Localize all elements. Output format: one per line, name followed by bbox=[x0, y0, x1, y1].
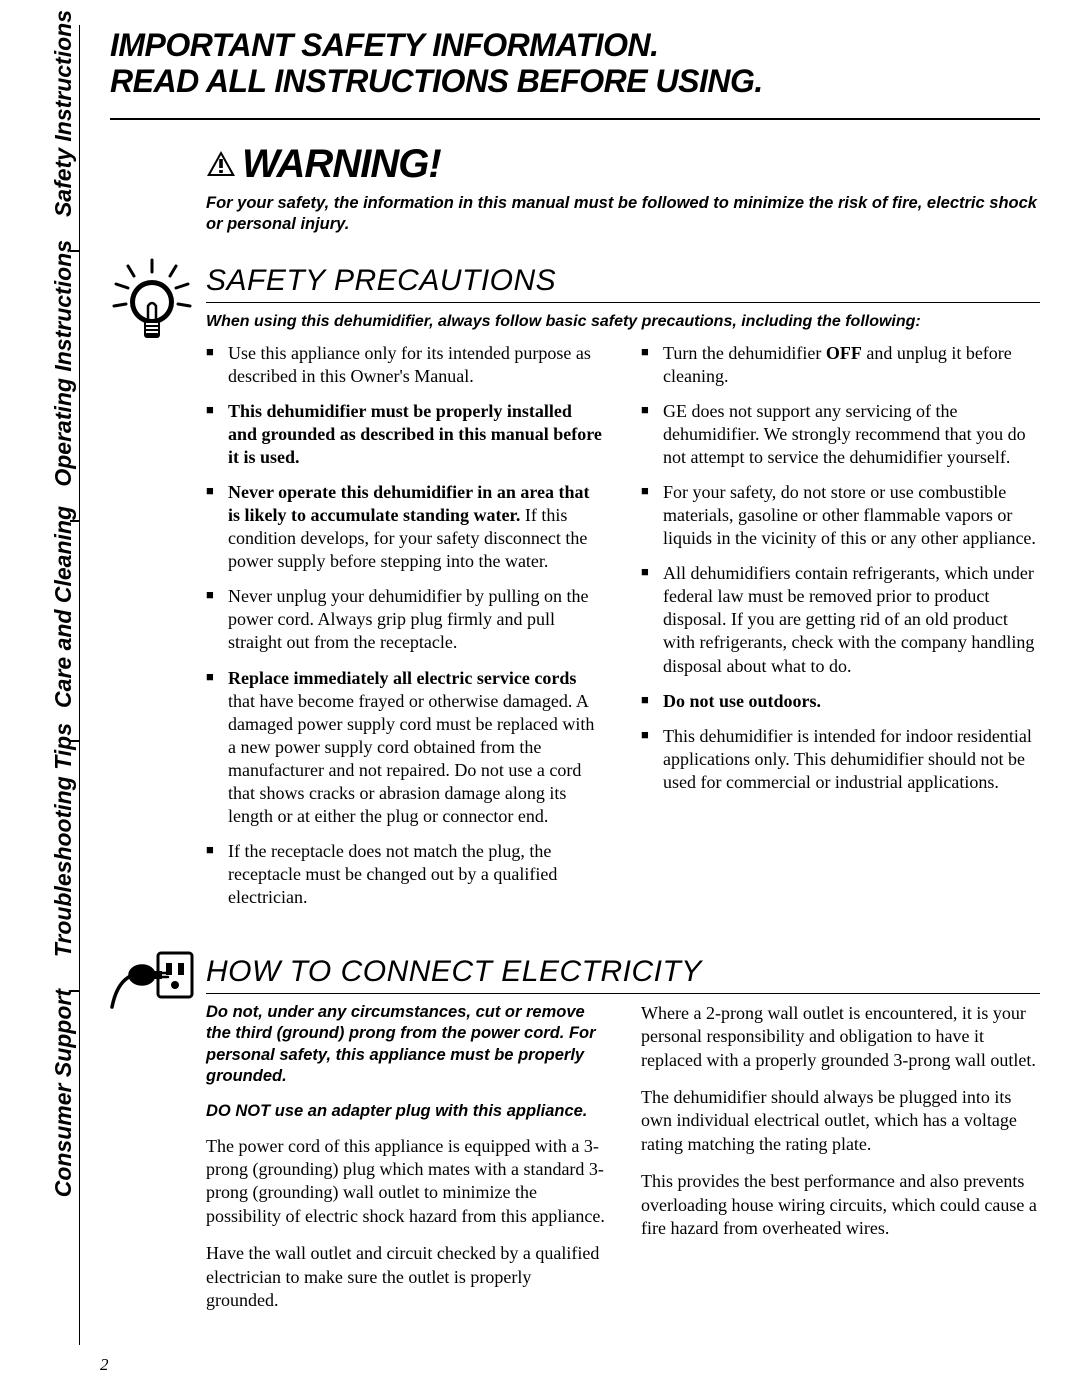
list-item: Use this appliance only for its intended… bbox=[206, 342, 605, 388]
list-item: If the receptacle does not match the plu… bbox=[206, 840, 605, 909]
paragraph: Have the wall outlet and circuit checked… bbox=[206, 1242, 605, 1312]
tab-safety-instructions[interactable]: Safety Instructions bbox=[50, 10, 77, 217]
list-item: Do not use outdoors. bbox=[641, 690, 1040, 713]
list-item: Never operate this dehumidifier in an ar… bbox=[206, 481, 605, 573]
tab-consumer-support[interactable]: Consumer Support bbox=[50, 989, 77, 1197]
tab-operating-instructions[interactable]: Operating Instructions bbox=[50, 240, 77, 487]
list-item: Replace immediately all electric service… bbox=[206, 667, 605, 828]
no-adapter-note: DO NOT use an adapter plug with this app… bbox=[206, 1102, 605, 1121]
paragraph: The power cord of this appliance is equi… bbox=[206, 1135, 605, 1229]
electricity-right-column: Where a 2-prong wall outlet is encounter… bbox=[641, 1002, 1040, 1326]
page-title-line1: IMPORTANT SAFETY INFORMATION. bbox=[110, 28, 1040, 64]
list-item: Turn the dehumidifier OFF and unplug it … bbox=[641, 342, 1040, 388]
electricity-section: HOW TO CONNECT ELECTRICITY Do not, under… bbox=[110, 955, 1040, 1326]
warning-subtitle: For your safety, the information in this… bbox=[206, 193, 1040, 236]
paragraph: This provides the best performance and a… bbox=[641, 1170, 1040, 1240]
page-title-line2: READ ALL INSTRUCTIONS BEFORE USING. bbox=[110, 64, 1040, 100]
paragraph: Where a 2-prong wall outlet is encounter… bbox=[641, 1002, 1040, 1072]
plug-icon bbox=[108, 947, 198, 1030]
precautions-left-column: Use this appliance only for its intended… bbox=[206, 342, 605, 921]
electricity-intro: Do not, under any circumstances, cut or … bbox=[206, 1002, 605, 1088]
safety-precautions-heading: SAFETY PRECAUTIONS bbox=[206, 264, 1040, 303]
warning-title: WARNING! bbox=[242, 142, 441, 187]
paragraph: The dehumidifier should always be plugge… bbox=[641, 1086, 1040, 1156]
list-item: GE does not support any servicing of the… bbox=[641, 400, 1040, 469]
list-item: This dehumidifier must be properly insta… bbox=[206, 400, 605, 469]
page-title: IMPORTANT SAFETY INFORMATION. READ ALL I… bbox=[110, 28, 1040, 120]
safety-precautions-section: SAFETY PRECAUTIONS When using this dehum… bbox=[110, 264, 1040, 921]
warning-icon bbox=[206, 142, 236, 187]
safety-precautions-intro: When using this dehumidifier, always fol… bbox=[206, 311, 1040, 333]
electricity-heading: HOW TO CONNECT ELECTRICITY bbox=[206, 955, 1040, 994]
lightbulb-icon bbox=[108, 256, 198, 361]
sidebar-tabs: Safety Instructions Operating Instructio… bbox=[48, 25, 80, 1345]
electricity-left-column: Do not, under any circumstances, cut or … bbox=[206, 1002, 605, 1326]
page-content: IMPORTANT SAFETY INFORMATION. READ ALL I… bbox=[110, 28, 1040, 1360]
tab-troubleshooting[interactable]: Troubleshooting Tips bbox=[50, 723, 77, 957]
list-item: For your safety, do not store or use com… bbox=[641, 481, 1040, 550]
list-item: All dehumidifiers contain refrigerants, … bbox=[641, 562, 1040, 677]
list-item: This dehumidifier is intended for indoor… bbox=[641, 725, 1040, 794]
warning-heading: WARNING! bbox=[206, 142, 1040, 187]
precautions-right-column: Turn the dehumidifier OFF and unplug it … bbox=[641, 342, 1040, 921]
tab-care-cleaning[interactable]: Care and Cleaning bbox=[50, 506, 77, 708]
page-number: 2 bbox=[100, 1355, 109, 1375]
list-item: Never unplug your dehumidifier by pullin… bbox=[206, 585, 605, 654]
